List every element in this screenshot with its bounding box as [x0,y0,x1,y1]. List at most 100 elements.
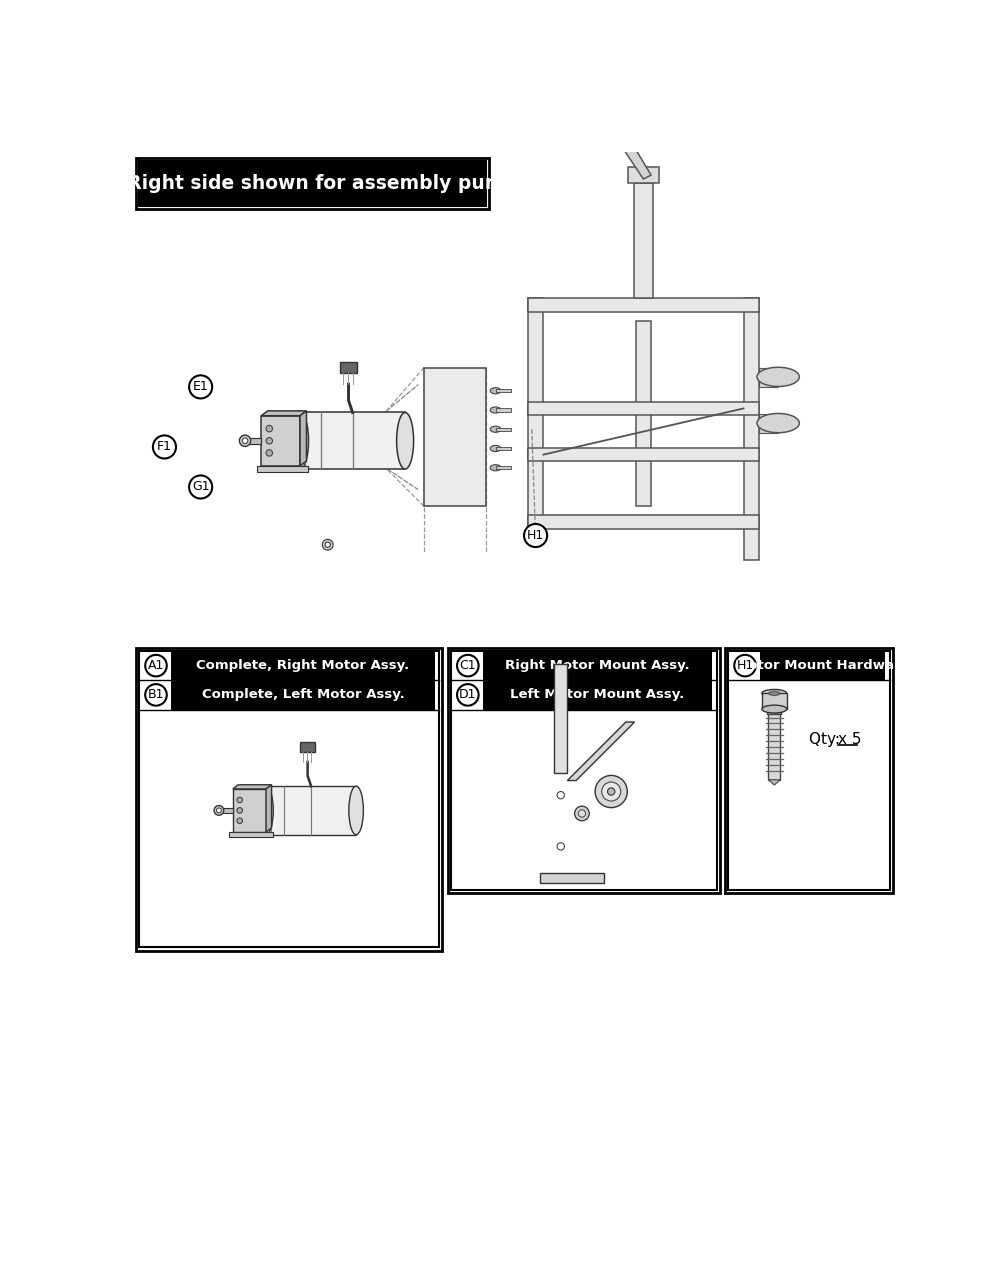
Bar [767,710,781,715]
Ellipse shape [397,413,414,469]
Circle shape [578,810,586,817]
Bar [528,449,759,461]
Bar [171,680,435,710]
Circle shape [216,808,221,813]
Polygon shape [261,411,306,416]
Bar [744,298,759,560]
Circle shape [322,540,333,550]
Ellipse shape [762,706,787,713]
Text: Left Motor Mount Assy.: Left Motor Mount Assy. [510,688,685,702]
Bar [257,466,308,473]
Circle shape [575,806,589,821]
Ellipse shape [757,367,799,386]
Bar [554,664,567,773]
Bar [759,367,778,386]
Circle shape [266,437,273,443]
Circle shape [524,525,547,547]
Circle shape [457,684,479,706]
Bar [300,413,405,469]
Circle shape [734,655,756,677]
Text: G1: G1 [192,480,209,493]
Circle shape [557,792,564,798]
Bar [424,367,486,507]
Polygon shape [300,411,306,466]
Circle shape [145,684,167,706]
Ellipse shape [292,413,309,469]
Bar [528,516,759,530]
Text: Complete, Right Motor Assy.: Complete, Right Motor Assy. [196,659,410,672]
Bar [528,298,759,312]
Bar [483,680,712,710]
Text: H1: H1 [736,659,754,672]
Bar [261,416,300,466]
Circle shape [237,807,242,813]
Bar [245,437,261,443]
Ellipse shape [762,689,787,697]
Ellipse shape [490,426,501,432]
Circle shape [145,655,167,677]
Bar [496,466,511,469]
Circle shape [266,426,273,432]
Circle shape [242,438,248,443]
Circle shape [557,843,564,850]
Circle shape [595,775,627,807]
Polygon shape [266,784,272,832]
Ellipse shape [349,786,363,835]
Text: C1: C1 [460,659,476,672]
Circle shape [266,450,273,456]
Ellipse shape [757,413,799,433]
Circle shape [189,375,212,398]
Text: A1: A1 [148,659,164,672]
Circle shape [237,818,242,824]
Ellipse shape [490,388,501,394]
Bar [728,651,890,889]
Bar [483,651,712,680]
Polygon shape [769,691,779,696]
Text: H1: H1 [527,530,544,542]
Circle shape [602,782,621,801]
Bar [628,167,659,182]
Bar [528,298,543,530]
Circle shape [214,806,224,815]
Bar [636,322,651,507]
Circle shape [239,435,251,446]
Bar [451,651,717,889]
Bar [448,647,720,893]
Bar [762,693,787,710]
Ellipse shape [259,786,273,835]
Bar [139,161,486,207]
Text: Note: Right side shown for assembly purposes.: Note: Right side shown for assembly purp… [63,174,562,193]
Bar [725,647,893,893]
Bar [139,651,439,948]
Bar [496,447,511,450]
Bar [233,789,266,832]
Polygon shape [233,784,272,789]
Bar [759,414,778,433]
Circle shape [608,788,615,796]
Text: Right Motor Mount Assy.: Right Motor Mount Assy. [505,659,690,672]
Polygon shape [620,137,651,179]
Ellipse shape [490,465,501,471]
Bar [229,832,273,837]
Text: D1: D1 [459,688,477,702]
Bar [540,873,604,883]
Bar [496,408,511,412]
Bar [528,403,759,414]
Bar [219,807,233,813]
Bar [300,742,315,753]
Text: Complete, Left Motor Assy.: Complete, Left Motor Assy. [202,688,404,702]
Bar [340,361,357,372]
Bar [266,786,356,835]
Bar [136,158,489,209]
Bar [768,715,780,779]
Text: Motor Mount Hardware: Motor Mount Hardware [735,659,910,672]
Circle shape [189,475,212,498]
Bar [634,182,653,298]
Bar [760,651,885,680]
Bar [496,389,511,393]
Text: F1: F1 [157,441,172,454]
Bar [496,428,511,431]
Circle shape [153,436,176,459]
Text: x 5: x 5 [838,732,862,748]
Polygon shape [768,779,780,786]
